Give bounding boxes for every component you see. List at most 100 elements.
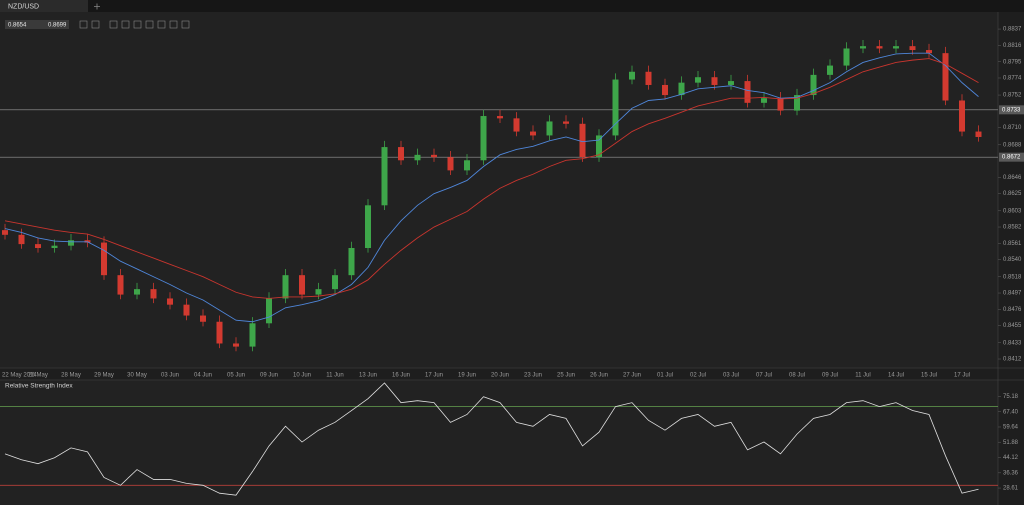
x-tick-label: 14 Jul [888,373,904,379]
tool-button[interactable] [79,20,88,29]
candle-body [266,298,272,324]
candle-body [810,74,817,96]
candle-body [876,46,883,49]
candle-body [794,95,800,111]
x-tick-label: 27 Jun [623,373,641,379]
value-axis-area [998,12,1024,505]
candle-body [695,77,701,83]
y-tick-label: 28.61 [1003,486,1019,492]
candle-body [612,79,619,136]
tool-button[interactable] [169,20,178,29]
tool-button[interactable] [157,20,166,29]
y-tick-label: 0.8497 [1003,291,1022,297]
candle-body [233,343,239,347]
candle-body [381,147,388,206]
moving-average [4,58,979,299]
y-tick-label: 0.8837 [1003,27,1022,33]
candle-body [662,84,668,96]
tab-label[interactable]: NZD/USD [8,3,39,10]
x-tick-label: 23 Jun [524,373,542,379]
rsi-line [4,382,979,496]
candle-body [431,154,437,158]
y-tick-label: 44.12 [1003,455,1019,461]
x-tick-label: 01 Jul [657,373,673,379]
candle-body [959,100,965,132]
candle-body [629,71,635,80]
candle-body [167,298,173,305]
candle-body [18,234,25,245]
candle-body [909,46,916,51]
toolbar [79,20,190,29]
candle-body [332,275,338,290]
y-tick-label: 0.8540 [1003,257,1022,263]
x-tick-label: 16 Jun [392,373,410,379]
quote-box[interactable] [5,20,69,29]
candle-body [464,160,470,171]
x-tick-label: 05 Jun [227,373,245,379]
candle-body [315,289,322,295]
y-tick-label: 0.8433 [1003,340,1022,346]
moving-average [4,52,979,323]
y-tick-label: 0.8752 [1003,93,1022,99]
candle-body [546,121,553,136]
level-tag [999,152,1024,162]
candle-body [744,81,751,103]
y-tick-label: 51.88 [1003,440,1019,446]
candle-body [216,321,223,344]
candle-body [827,65,833,75]
x-tick-label: 25 Jun [557,373,575,379]
x-tick-label: 26 Jun [590,373,608,379]
candle-body [150,289,157,299]
add-tab[interactable] [94,3,100,10]
x-tick-label: 20 Jun [491,373,509,379]
tool-button[interactable] [109,20,118,29]
candle-body [893,46,899,49]
candle-body [183,304,190,316]
x-tick-label: 30 May [127,373,147,379]
candle-body [843,48,850,66]
candle-body [942,53,949,101]
y-tick-label: 36.36 [1003,470,1019,476]
candle-body [497,116,503,119]
bid[interactable]: 0.8654 [8,22,27,28]
y-tick-label: 0.8625 [1003,191,1022,197]
tab[interactable] [0,0,88,12]
x-tick-label: 10 Jun [293,373,311,379]
candle-body [596,135,602,158]
tool-button[interactable] [181,20,190,29]
tool-button[interactable] [91,20,100,29]
tool-button[interactable] [121,20,130,29]
candle-body [513,118,520,132]
x-tick-label: 02 Jul [690,373,706,379]
candle-body [860,46,866,49]
candle-body [530,131,536,136]
y-tick-label: 0.8688 [1003,142,1022,148]
y-tick-label: 0.8412 [1003,357,1022,363]
candle-body [926,50,932,54]
y-tick-label: 0.8582 [1003,225,1022,231]
candle-body [447,157,454,171]
x-tick-label: 07 Jul [756,373,772,379]
x-tick-label: 11 Jul [855,373,871,379]
x-tick-label: 11 Jun [326,373,344,379]
ask[interactable]: 0.8699 [48,22,67,28]
x-tick-label: 13 Jun [359,373,377,379]
y-tick-label: 75.18 [1003,394,1019,400]
x-tick-label: 19 Jun [458,373,476,379]
candle-body [761,98,767,103]
level-label: 0.8672 [1002,155,1021,161]
y-tick-label: 0.8603 [1003,208,1022,214]
rsi-panel [0,380,998,505]
tool-button[interactable] [133,20,142,29]
tool-button[interactable] [145,20,154,29]
y-tick-label: 0.8455 [1003,323,1022,329]
x-tick-label: 09 Jun [260,373,278,379]
candle-body [134,289,140,295]
x-tick-label: 04 Jun [194,373,212,379]
x-tick-label: 03 Jul [723,373,739,379]
candle-body [35,244,41,248]
candle-body [348,248,355,276]
candle-body [645,71,652,85]
candle-body [282,275,289,299]
level-tag [999,105,1024,115]
